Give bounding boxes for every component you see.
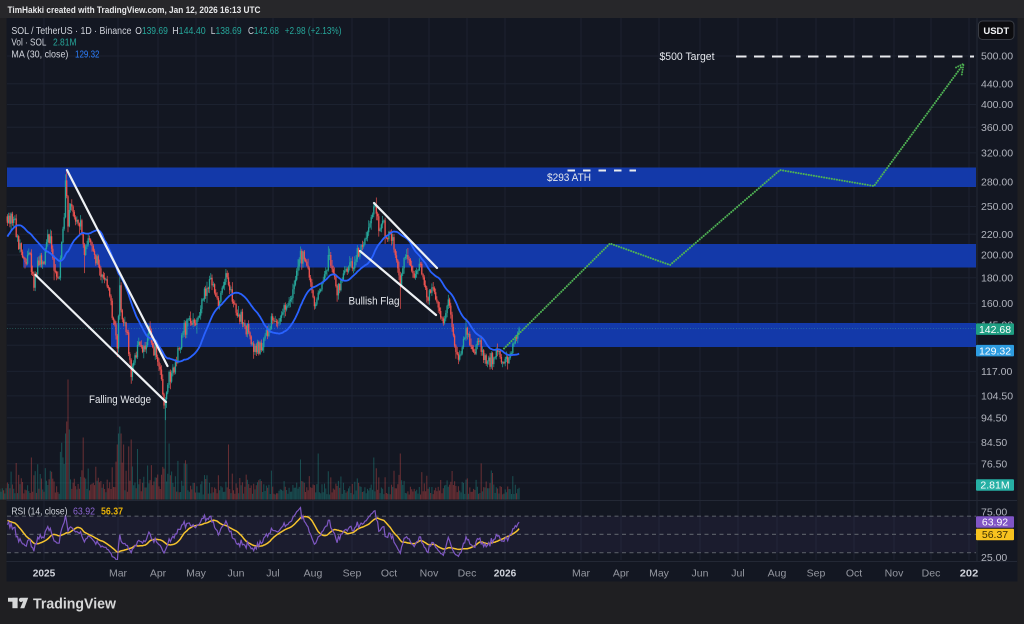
svg-text:104.50: 104.50 [981, 391, 1013, 403]
svg-text:TradingView: TradingView [33, 596, 117, 612]
svg-text:Jul: Jul [731, 568, 744, 580]
svg-text:TimHakki created with TradingV: TimHakki created with TradingView.com, J… [8, 5, 261, 16]
svg-text:25.00: 25.00 [981, 552, 1007, 564]
svg-text:Nov: Nov [885, 568, 904, 580]
svg-text:2.81M: 2.81M [53, 37, 77, 48]
svg-text:May: May [649, 568, 670, 580]
svg-text:L138.69: L138.69 [211, 26, 242, 37]
svg-text:$500 Target: $500 Target [660, 51, 715, 63]
svg-text:$293 ATH: $293 ATH [547, 172, 591, 184]
svg-text:2.81M: 2.81M [980, 480, 1009, 492]
svg-text:Aug: Aug [304, 568, 323, 580]
svg-text:Jul: Jul [266, 568, 279, 580]
svg-text:Mar: Mar [109, 568, 128, 580]
svg-text:250.00: 250.00 [981, 201, 1013, 213]
svg-text:Dec: Dec [458, 568, 477, 580]
svg-text:84.50: 84.50 [981, 437, 1007, 449]
svg-text:76.50: 76.50 [981, 458, 1007, 470]
svg-text:280.00: 280.00 [981, 177, 1013, 189]
svg-text:O139.69: O139.69 [135, 26, 168, 37]
svg-text:63.92: 63.92 [73, 506, 95, 517]
svg-text:Mar: Mar [572, 568, 591, 580]
svg-text:Sep: Sep [343, 568, 362, 580]
svg-text:Sep: Sep [807, 568, 826, 580]
svg-text:320.00: 320.00 [981, 148, 1013, 160]
svg-text:USDT: USDT [983, 26, 1009, 37]
svg-text:56.37: 56.37 [982, 529, 1008, 541]
svg-text:Nov: Nov [420, 568, 439, 580]
svg-text:C142.68: C142.68 [248, 26, 279, 37]
svg-text:2026: 2026 [494, 568, 517, 580]
svg-text:Oct: Oct [381, 568, 397, 580]
svg-text:400.00: 400.00 [981, 99, 1013, 111]
svg-text:180.00: 180.00 [981, 273, 1013, 285]
svg-text:SOL / TetherUS · 1D · Binance: SOL / TetherUS · 1D · Binance [11, 26, 131, 37]
svg-text:Dec: Dec [922, 568, 941, 580]
svg-text:200.00: 200.00 [981, 250, 1013, 262]
svg-text:H144.40: H144.40 [172, 26, 206, 37]
svg-text:Jun: Jun [228, 568, 245, 580]
svg-text:360.00: 360.00 [981, 122, 1013, 134]
svg-text:MA (30, close): MA (30, close) [11, 49, 68, 60]
svg-text:Apr: Apr [613, 568, 630, 580]
svg-text:117.00: 117.00 [981, 366, 1012, 378]
svg-text:Aug: Aug [768, 568, 787, 580]
svg-text:Bullish Flag: Bullish Flag [349, 296, 400, 308]
svg-text:129.32: 129.32 [75, 49, 100, 60]
svg-text:75.00: 75.00 [981, 506, 1007, 518]
svg-text:May: May [186, 568, 207, 580]
svg-text:160.00: 160.00 [981, 298, 1013, 310]
svg-text:Falling Wedge: Falling Wedge [89, 394, 151, 406]
svg-text:202: 202 [960, 568, 979, 580]
svg-text:500.00: 500.00 [981, 51, 1013, 63]
svg-text:63.92: 63.92 [982, 517, 1008, 529]
svg-text:+2.98 (+2.13%): +2.98 (+2.13%) [285, 26, 342, 37]
svg-text:Apr: Apr [150, 568, 167, 580]
svg-text:142.68: 142.68 [979, 324, 1011, 336]
svg-text:94.50: 94.50 [981, 413, 1007, 425]
svg-text:440.00: 440.00 [981, 79, 1013, 91]
svg-text:Vol · SOL: Vol · SOL [11, 37, 46, 48]
svg-text:2025: 2025 [33, 568, 56, 580]
svg-text:220.00: 220.00 [981, 229, 1013, 241]
svg-text:Oct: Oct [846, 568, 862, 580]
svg-text:129.32: 129.32 [979, 345, 1011, 357]
svg-text:56.37: 56.37 [101, 506, 123, 517]
svg-text:RSI (14, close): RSI (14, close) [11, 506, 67, 517]
svg-text:Jun: Jun [692, 568, 709, 580]
